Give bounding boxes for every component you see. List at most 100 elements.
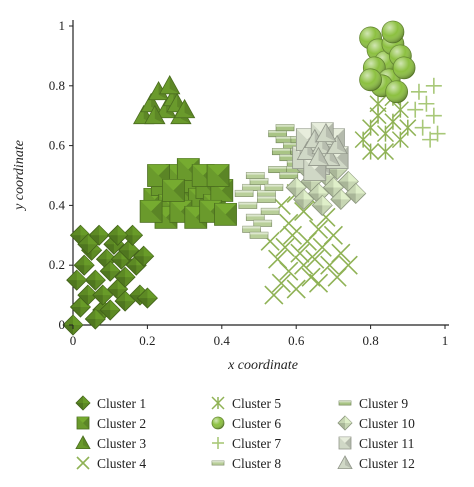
data-point xyxy=(294,255,314,275)
series-1 xyxy=(62,224,158,336)
legend-marker xyxy=(76,416,90,430)
data-point xyxy=(84,308,106,330)
data-point xyxy=(173,98,196,119)
data-point xyxy=(315,122,337,143)
data-point xyxy=(385,80,409,104)
data-point xyxy=(73,254,95,276)
legend-label: Cluster 8 xyxy=(232,456,281,471)
y-tick-label: 0 xyxy=(59,317,66,332)
legend-item: Cluster 11 xyxy=(338,436,414,451)
legend-item: Cluster 5 xyxy=(211,396,281,411)
y-axis-label: y coordinate xyxy=(12,140,27,212)
data-point xyxy=(249,231,269,239)
legend-item: Cluster 6 xyxy=(211,416,281,431)
data-point xyxy=(330,188,352,210)
data-point xyxy=(381,20,405,44)
data-point xyxy=(418,95,435,112)
series-7 xyxy=(407,77,446,148)
data-point xyxy=(118,239,140,261)
data-point xyxy=(376,125,395,143)
data-point xyxy=(257,195,276,203)
legend-marker xyxy=(338,436,352,450)
data-point xyxy=(326,134,348,155)
plot-points xyxy=(62,20,446,336)
y-tick-label: 1 xyxy=(59,18,66,33)
data-point xyxy=(133,245,155,267)
data-point xyxy=(294,201,314,221)
legend-item: Cluster 1 xyxy=(75,395,146,411)
data-point xyxy=(384,113,402,131)
data-point xyxy=(282,225,303,245)
data-point xyxy=(359,68,383,92)
data-point xyxy=(362,119,380,137)
data-point xyxy=(391,131,409,149)
data-point xyxy=(410,83,427,100)
data-point xyxy=(414,119,431,136)
data-point xyxy=(114,290,136,312)
data-point xyxy=(264,285,284,305)
data-point xyxy=(66,269,88,291)
data-point xyxy=(323,225,343,245)
data-point xyxy=(275,124,295,132)
data-point xyxy=(245,172,265,180)
legend-marker xyxy=(211,396,225,410)
data-point xyxy=(99,260,121,282)
data-point xyxy=(392,56,416,80)
legend-label: Cluster 6 xyxy=(232,416,281,431)
legend-item: Cluster 7 xyxy=(212,436,281,451)
legend-item: Cluster 3 xyxy=(75,435,146,451)
data-point xyxy=(84,269,106,291)
data-point xyxy=(376,143,395,161)
data-point xyxy=(245,213,265,221)
legend-item: Cluster 8 xyxy=(211,456,281,471)
data-point xyxy=(391,101,409,119)
legend-marker xyxy=(75,395,91,411)
y-tick-label: 0.2 xyxy=(49,257,65,272)
data-point xyxy=(268,130,287,138)
data-point xyxy=(286,279,306,299)
data-point xyxy=(77,233,99,255)
data-point xyxy=(139,199,163,223)
data-point xyxy=(268,249,288,269)
data-point xyxy=(307,146,330,166)
legend-marker xyxy=(337,415,353,431)
series-10 xyxy=(285,158,367,216)
data-point xyxy=(268,166,287,174)
legend-item: Cluster 2 xyxy=(76,416,146,431)
data-point xyxy=(159,74,181,95)
data-point xyxy=(114,266,136,288)
legend-marker xyxy=(211,460,225,466)
legend-label: Cluster 10 xyxy=(359,416,415,431)
legend-label: Cluster 3 xyxy=(97,436,146,451)
data-point xyxy=(260,207,280,215)
legend-marker xyxy=(212,437,224,449)
data-point xyxy=(301,267,321,287)
data-point xyxy=(214,202,237,226)
legend-marker xyxy=(337,455,353,470)
legend-marker xyxy=(338,400,352,406)
legend-label: Cluster 12 xyxy=(359,456,415,471)
data-point xyxy=(275,237,295,257)
data-point xyxy=(264,183,284,191)
data-point xyxy=(121,224,144,246)
legend-label: Cluster 7 xyxy=(232,436,281,451)
y-tick-label: 0.6 xyxy=(49,138,66,153)
legend: Cluster 1 Cluster 2 Cluster 3 Cluster 4 Clus… xyxy=(75,395,415,471)
data-point xyxy=(206,164,230,187)
legend-label: Cluster 4 xyxy=(97,456,146,471)
data-point xyxy=(338,255,358,275)
series-12 xyxy=(296,122,348,166)
series-2 xyxy=(139,158,237,229)
series-3 xyxy=(133,74,196,125)
data-point xyxy=(279,172,299,180)
legend-marker xyxy=(76,456,90,470)
data-point xyxy=(162,179,185,202)
data-point xyxy=(107,224,129,246)
legend-label: Cluster 11 xyxy=(359,436,414,451)
legend-marker xyxy=(211,416,225,430)
y-tick-label: 0.8 xyxy=(49,78,65,93)
data-point xyxy=(369,95,387,113)
data-point xyxy=(249,177,269,185)
data-point xyxy=(92,284,114,306)
